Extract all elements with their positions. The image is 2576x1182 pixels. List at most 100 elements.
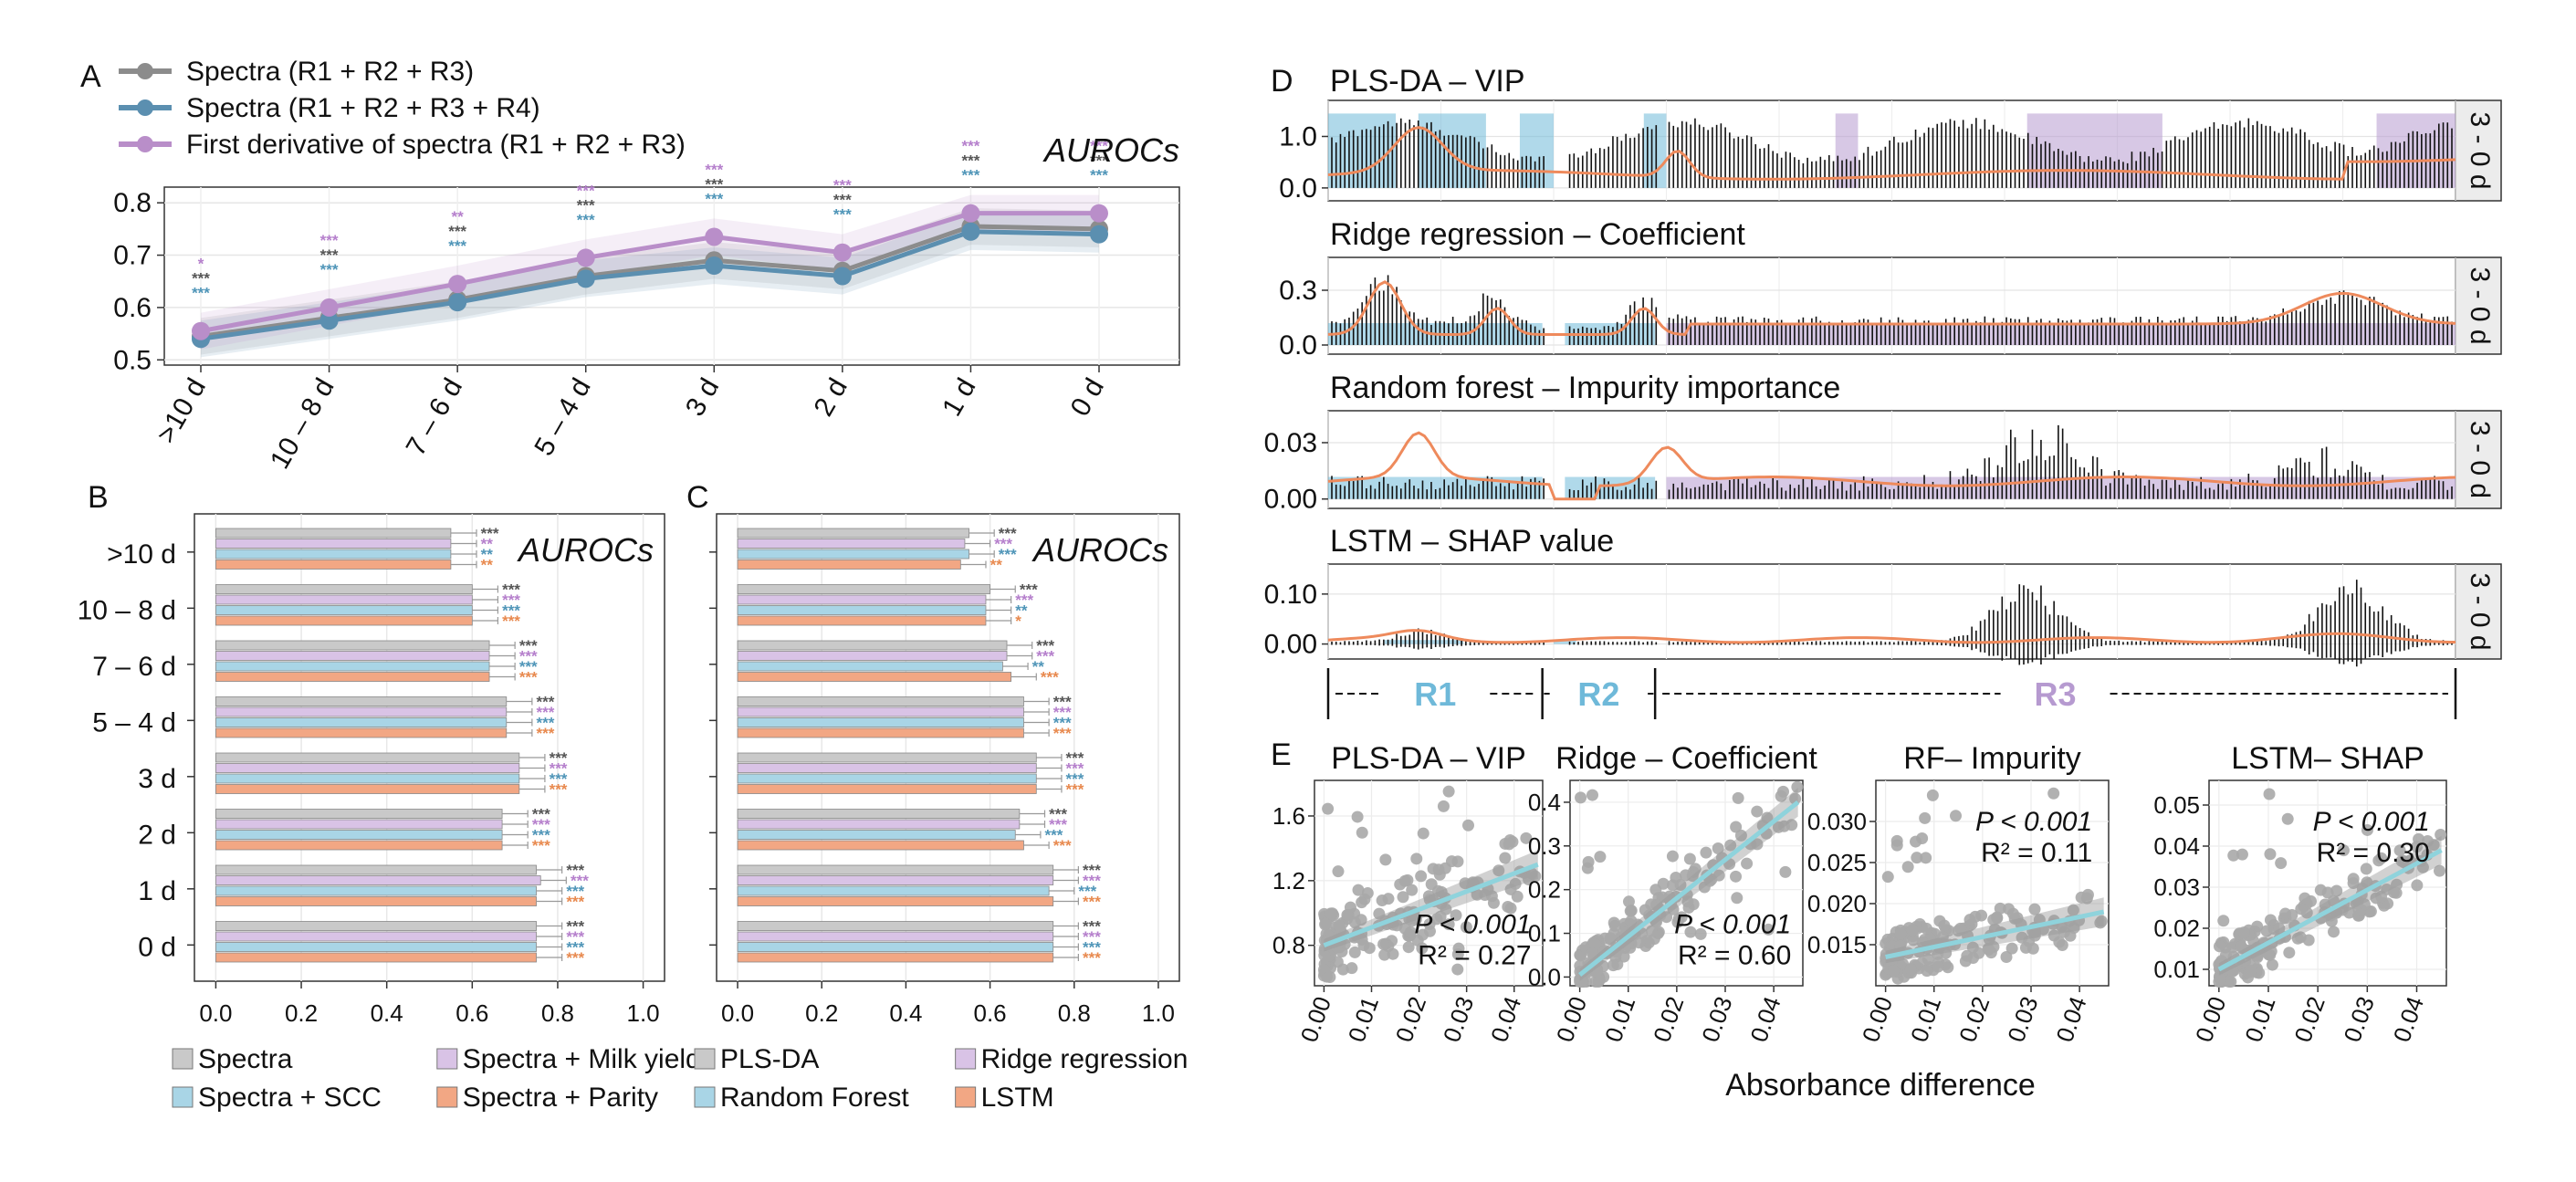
panel-e-point: [1437, 800, 1450, 812]
panel-d-ytick-label: 0.0: [1279, 173, 1317, 204]
panel-e-ytick-label: 0.05: [2153, 791, 2200, 819]
panel-b-auroc-label: AUROCs: [517, 531, 654, 569]
panel-e-point: [2047, 929, 2060, 942]
panel-e-point: [1348, 916, 1361, 929]
panel-a-series-line-0: [200, 224, 1100, 339]
panel-e-point: [1503, 838, 1515, 851]
panel-a-xtick-label: 10 – 8 d: [265, 373, 340, 474]
panel-e-point: [1417, 928, 1429, 941]
panel-b-bar: [215, 672, 490, 682]
panel-c-bar: [737, 809, 1021, 819]
panel-e-point: [1356, 826, 1368, 839]
panel-d-region-label: R2: [1577, 675, 1619, 713]
panel-c-significance: ***: [1078, 883, 1096, 900]
panel-e-point: [2275, 857, 2288, 870]
panel-e-point: [1683, 853, 1696, 865]
panel-b-bar: [215, 706, 508, 717]
panel-c-significance: ***: [1041, 669, 1059, 686]
panel-a-ytick-label: 0.8: [113, 188, 152, 218]
panel-b-ytick-label: 1 d: [138, 876, 176, 906]
panel-e-point: [1398, 874, 1411, 887]
panel-letter-a: A: [80, 59, 101, 94]
panel-c-significance: ***: [1049, 806, 1067, 823]
panel-a-significance: ***: [192, 270, 210, 288]
panel-e-point: [2283, 947, 2296, 959]
panel-c-bar: [737, 931, 1054, 942]
panel-c-xtick-label: 0.8: [1058, 999, 1091, 1027]
panel-e-point: [1435, 885, 1448, 898]
panel-e-point: [2361, 823, 2373, 836]
panel-c-significance: ***: [994, 536, 1012, 553]
panel-e-point: [2056, 939, 2068, 952]
panel-e-point: [2264, 914, 2277, 926]
panel-a-legend-marker: [137, 99, 153, 116]
panel-e-point: [2279, 907, 2292, 920]
panel-e-point: [1681, 895, 1694, 908]
panel-e-point: [1921, 965, 1933, 978]
panel-e-xtick-label: 0.01: [1905, 993, 1947, 1046]
panel-b-bar: [215, 528, 452, 539]
panel-e-point: [1499, 852, 1512, 864]
panel-c-significance: ***: [1053, 704, 1072, 721]
panel-c-significance: ***: [999, 546, 1017, 563]
panel-e-point: [2262, 948, 2275, 961]
panel-b-bar: [215, 885, 537, 896]
panel-e-point: [2328, 926, 2340, 938]
panel-e-point: [2388, 886, 2401, 899]
panel-e-point: [1322, 802, 1335, 815]
panel-e-point: [1410, 853, 1423, 865]
panel-d-orange-line: [1327, 629, 2456, 644]
panel-e-point: [1772, 821, 1785, 833]
panel-e-point: [1352, 884, 1365, 896]
panel-a-significance: ***: [320, 246, 339, 264]
panel-c-significance: *: [1015, 612, 1021, 630]
panel-d-title-1: Ridge regression – Coefficient: [1330, 217, 1745, 252]
panel-a-legend-label: First derivative of spectra (R1 + R2 + R…: [186, 130, 686, 160]
panel-b-bar: [215, 830, 503, 840]
panel-c-plot-area: [716, 513, 1180, 982]
panel-e-xtick-label: 0.02: [1648, 993, 1690, 1046]
panel-c-bar: [737, 784, 1037, 794]
panel-b-significance: ***: [532, 837, 550, 854]
panel-e-point: [1492, 864, 1505, 877]
panel-c-bar: [737, 717, 1024, 727]
panel-a-point: [192, 321, 210, 340]
panel-e-point: [1361, 887, 1374, 900]
panel-e-point: [1904, 963, 1917, 976]
panel-b-legend-label: Spectra: [198, 1044, 293, 1074]
panel-e-point: [1907, 934, 1920, 947]
panel-e-point: [1672, 913, 1685, 926]
panel-e-point: [2416, 861, 2429, 873]
panel-e-point: [2343, 906, 2356, 919]
panel-d-region-label: R3: [2035, 675, 2077, 713]
panel-e-point: [1594, 851, 1607, 863]
panel-a-xtick-label: 2 d: [808, 373, 853, 422]
panel-e-r2-3: R² = 0.30: [2317, 838, 2430, 868]
panel-e-point: [1451, 963, 1464, 976]
panel-e-point: [1741, 857, 1754, 870]
panel-a-point: [576, 248, 595, 267]
panel-a-legend-marker: [137, 63, 153, 79]
panel-e-point: [1625, 915, 1638, 927]
panel-e-xtick-label: 0.02: [2288, 993, 2330, 1046]
panel-e-point: [2047, 787, 2060, 800]
panel-e-point: [1439, 862, 1451, 874]
panel-a-point: [319, 298, 339, 317]
panel-e-point: [1427, 863, 1440, 875]
panel-b-ytick-label: >10 d: [107, 539, 176, 570]
panel-c-bar: [737, 864, 1054, 875]
panel-b-xtick-label: 0.2: [285, 999, 318, 1027]
panel-e-pvalue-2: P < 0.001: [1975, 807, 2092, 837]
panel-e-pvalue-1: P < 0.001: [1674, 910, 1791, 940]
panel-c-bar: [737, 594, 987, 605]
panel-e-point: [1607, 959, 1619, 972]
panel-e-point: [2080, 892, 2093, 905]
panel-e-point: [1775, 790, 1787, 802]
panel-d-orange-line: [1327, 280, 2456, 336]
panel-e-point: [1667, 879, 1680, 892]
panel-b-significance: ***: [566, 862, 584, 879]
panel-e-point: [2235, 940, 2247, 953]
panel-e-point: [1950, 810, 1963, 822]
panel-e-point: [1324, 971, 1336, 984]
panel-e-xtick-label: 0.03: [2338, 993, 2380, 1046]
